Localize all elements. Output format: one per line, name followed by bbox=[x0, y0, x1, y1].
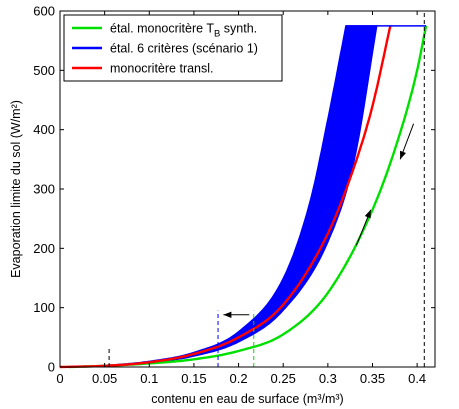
arrow-head-2 bbox=[400, 150, 406, 160]
x-tick-label: 0.2 bbox=[230, 371, 248, 386]
y-tick-label: 600 bbox=[33, 4, 55, 19]
legend: étal. monocritère TB synth. étal. 6 critè… bbox=[63, 14, 283, 82]
arrow-head-0 bbox=[223, 311, 232, 318]
y-tick-label: 0 bbox=[48, 360, 55, 375]
y-tick-label: 200 bbox=[33, 241, 55, 256]
series-layer bbox=[59, 25, 428, 369]
y-tick-label: 300 bbox=[33, 182, 55, 197]
y-tick-label: 400 bbox=[33, 122, 55, 137]
x-tick-label: 0.05 bbox=[92, 371, 117, 386]
y-tick-label: 500 bbox=[33, 63, 55, 78]
legend-entry: étal. 6 critères (scénario 1) bbox=[110, 42, 258, 56]
annotation-layer bbox=[108, 11, 425, 367]
x-tick-label: 0.15 bbox=[181, 371, 206, 386]
x-tick-label: 0.25 bbox=[271, 371, 296, 386]
legend-entry: étal. monocritère TB synth. bbox=[110, 22, 257, 40]
legend-entry: monocritère transl. bbox=[110, 62, 214, 76]
x-tick-label: 0.4 bbox=[408, 371, 426, 386]
series-line-monocritere-transl bbox=[59, 25, 392, 369]
x-tick-label: 0 bbox=[56, 371, 63, 386]
y-tick-label: 100 bbox=[33, 300, 55, 315]
y-axis-label: Evaporation limite du sol (W/m²) bbox=[9, 100, 23, 278]
tick-layer: 0 0.05 0.1 0.15 0.2 0.25 0.3 0.35 0.4 0 100 200 300 4… bbox=[33, 4, 435, 386]
x-axis-label: contenu en eau de surface (m³/m³) bbox=[151, 392, 343, 406]
x-tick-label: 0.1 bbox=[140, 371, 158, 386]
x-tick-label: 0.35 bbox=[360, 371, 385, 386]
arrow-head-1 bbox=[364, 209, 371, 219]
x-tick-label: 0.3 bbox=[319, 371, 337, 386]
